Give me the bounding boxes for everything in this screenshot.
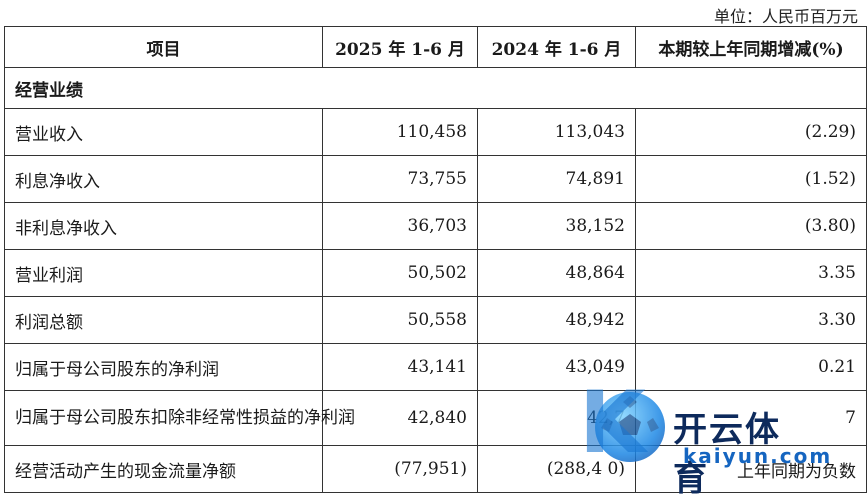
table-row: 归属于母公司股东的净利润 43,141 43,049 0.21 (4, 343, 867, 391)
row-item: 营业利润 (4, 249, 323, 297)
row-change: 7 (635, 390, 867, 446)
row-change: (2.29) (635, 108, 867, 156)
row-item: 归属于母公司股东的净利润 (4, 343, 323, 391)
row-item: 经营活动产生的现金流量净额 (4, 445, 323, 493)
table-row: 利息净收入 73,755 74,891 (1.52) (4, 155, 867, 203)
header-2024: 2024 年 1-6 月 (477, 26, 636, 68)
row-value-2024: 48,864 (477, 249, 636, 297)
row-item: 营业收入 (4, 108, 323, 156)
table-header-row: 项目 2025 年 1-6 月 2024 年 1-6 月 本期较上年同期增减(%… (4, 26, 867, 68)
brand-domain: kaiyun.com (683, 444, 833, 468)
row-value-2025: 42,840 (322, 390, 478, 446)
row-value-2024: 113,043 (477, 108, 636, 156)
row-change: 3.30 (635, 296, 867, 344)
row-change: (1.52) (635, 155, 867, 203)
section-row: 经营业绩 (4, 67, 867, 109)
header-change: 本期较上年同期增减(%) (635, 26, 867, 68)
unit-label: 单位：人民币百万元 (713, 7, 858, 26)
table-row: 营业收入 110,458 113,043 (2.29) (4, 108, 867, 156)
row-value-2025: 73,755 (322, 155, 478, 203)
row-value-2025: 43,141 (322, 343, 478, 391)
row-item: 利息净收入 (4, 155, 323, 203)
row-value-2024: 74,891 (477, 155, 636, 203)
row-value-2024: 43,049 (477, 343, 636, 391)
table-row: 营业利润 50,502 48,864 3.35 (4, 249, 867, 297)
row-item: 非利息净收入 (4, 202, 323, 250)
row-item: 利润总额 (4, 296, 323, 344)
table-row: 非利息净收入 36,703 38,152 (3.80) (4, 202, 867, 250)
row-value-2025: 36,703 (322, 202, 478, 250)
financial-table: 项目 2025 年 1-6 月 2024 年 1-6 月 本期较上年同期增减(%… (4, 26, 867, 493)
table-row: 利润总额 50,558 48,942 3.30 (4, 296, 867, 344)
row-value-2024: 48,942 (477, 296, 636, 344)
row-change: 3.35 (635, 249, 867, 297)
row-value-2025: 50,558 (322, 296, 478, 344)
header-2025: 2025 年 1-6 月 (322, 26, 478, 68)
row-item: 归属于母公司股东扣除非经常性损益的净利润 (4, 390, 355, 446)
logo-letter: K (579, 373, 646, 473)
row-change: (3.80) (635, 202, 867, 250)
row-value-2025: (77,951) (322, 445, 478, 493)
watermark-logo: K 开云体育 kaiyun.com (579, 380, 830, 499)
row-value-2024: 38,152 (477, 202, 636, 250)
soccer-ball-icon (595, 392, 665, 462)
row-value-2025: 50,502 (322, 249, 478, 297)
header-item: 项目 (4, 26, 323, 68)
section-title: 经营业绩 (4, 67, 867, 109)
row-value-2025: 110,458 (322, 108, 478, 156)
